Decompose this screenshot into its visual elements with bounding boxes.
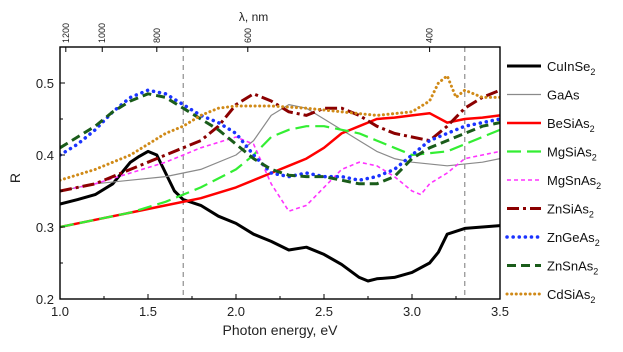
top-axis-title: λ, nm [239,10,268,24]
plot-area [60,47,500,299]
y-tick-label: 0.4 [36,148,54,163]
y-tick-label: 0.3 [36,220,54,235]
legend-label: ZnSnAs2 [547,259,598,277]
x-tick-label: 1.5 [139,304,157,319]
series-line-mgsias2 [60,125,500,229]
series-line-gaas [60,103,500,192]
top-tick-label: 800 [152,28,162,43]
y-axis-title: R [7,173,23,183]
x-tick-label: 2.0 [227,304,245,319]
top-tick-label: 400 [425,28,435,43]
y-tick-label: 0.5 [36,76,54,91]
legend-label: ZnGeAs2 [547,230,600,248]
legend-label: MgSiAs2 [547,145,597,163]
top-tick-label: 600 [243,28,253,43]
series-line-mgsnas2 [60,136,500,212]
legend-label: GaAs [547,88,580,103]
legend-label: CuInSe2 [547,59,595,77]
legend-label: BeSiAs2 [547,116,595,134]
series-line-znsias2 [60,88,500,193]
series-line-cuinse2 [60,149,500,283]
legend-label: ZnSiAs2 [547,202,594,220]
x-axis-title: Photon energy, eV [223,322,339,338]
legend-label: MgSnAs2 [547,173,601,191]
top-tick-label: 1000 [97,23,107,43]
series-line-znsnas2 [60,92,500,186]
x-tick-label: 1.0 [51,304,69,319]
x-tick-label: 3.0 [403,304,421,319]
series-line-cdsias2 [60,74,500,182]
legend: CuInSe2 GaAs BeSiAs2 MgSiAs2 MgSnAs2 ZnSiAs2 Z… [505,59,601,305]
legend-label: CdSiAs2 [547,287,595,305]
series-line-besias2 [60,111,500,229]
x-tick-label: 3.5 [491,304,509,319]
x-tick-label: 2.5 [315,304,333,319]
axes: 1.0 1.5 2.0 2.5 3.0 3.5 0.2 0.3 0.4 0.5 1200 1000 80… [7,10,509,338]
top-tick-label: 1200 [61,23,71,43]
y-tick-label: 0.2 [36,292,54,307]
